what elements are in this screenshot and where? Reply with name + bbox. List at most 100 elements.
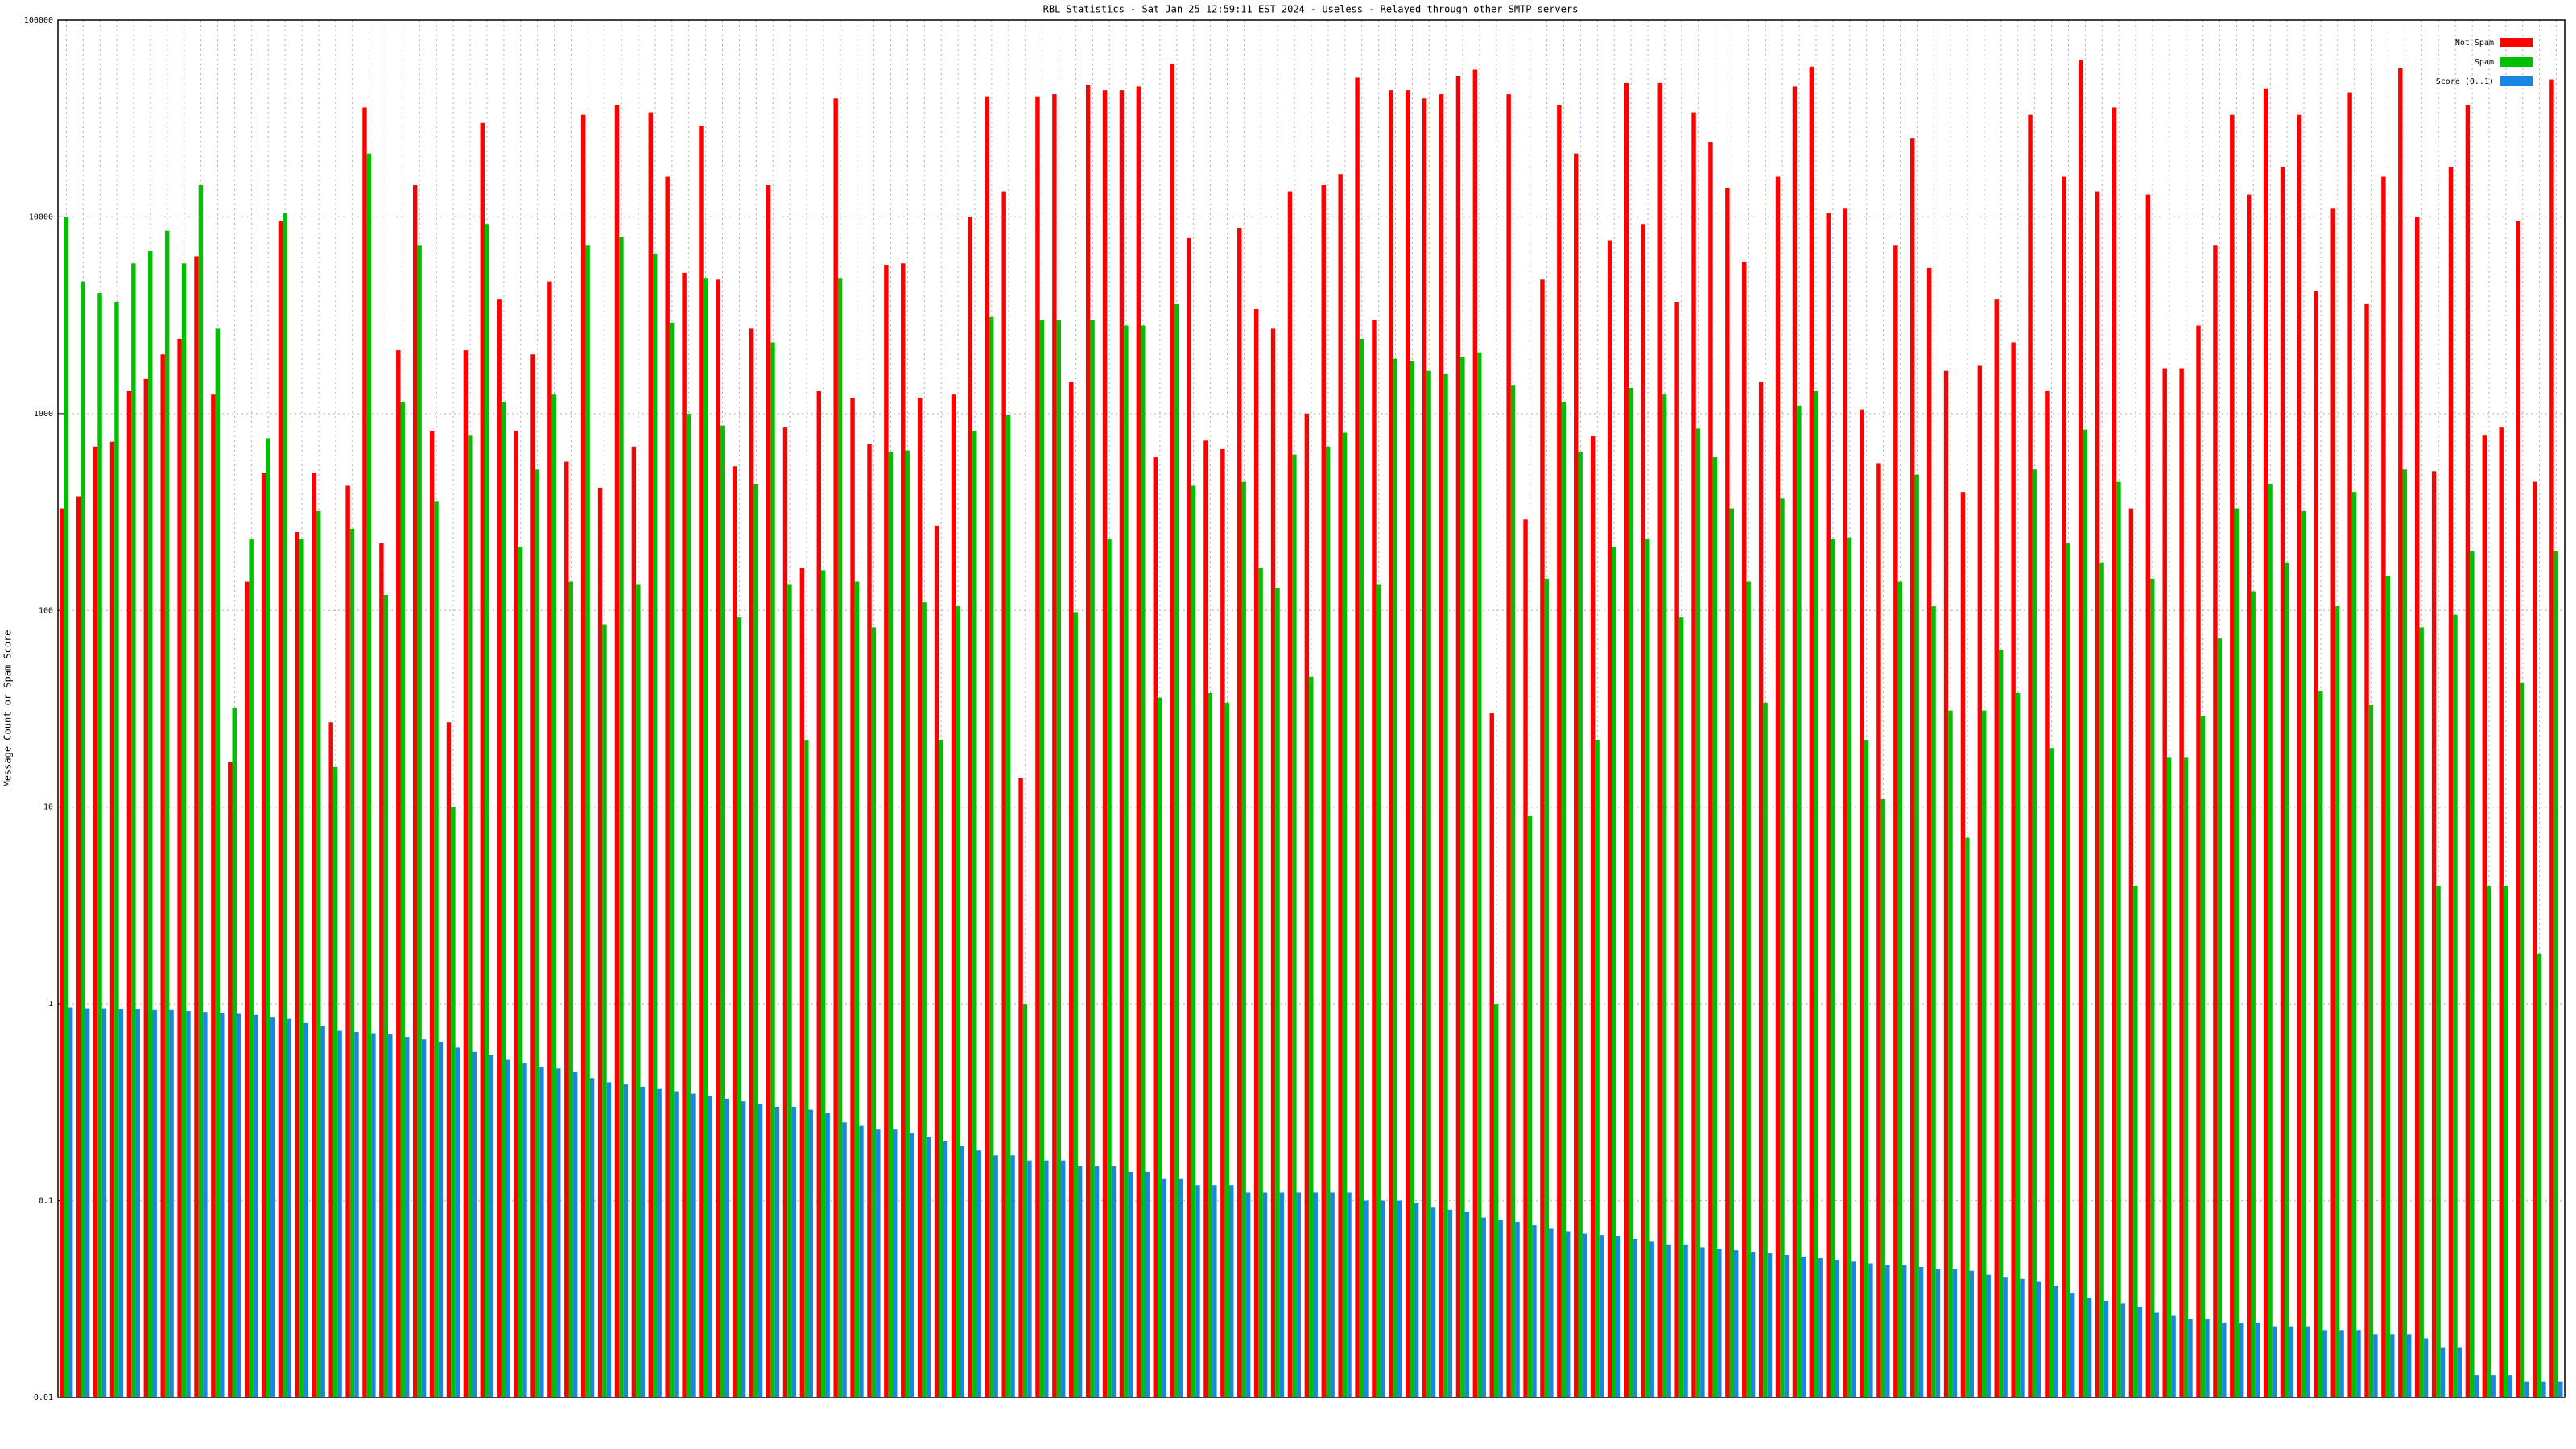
- bar: [1044, 1160, 1049, 1397]
- legend-label: Not Spam: [2455, 39, 2494, 47]
- bar: [1085, 85, 1091, 1397]
- y-tick-label: 1: [48, 1000, 53, 1009]
- bar: [2537, 953, 2542, 1397]
- bar: [1179, 1178, 1183, 1397]
- bar: [1069, 382, 1074, 1397]
- bar: [837, 278, 843, 1397]
- bar: [556, 1068, 561, 1397]
- bar: [1943, 370, 1949, 1397]
- bar: [1885, 1265, 1890, 1397]
- bar: [2347, 92, 2352, 1397]
- bar: [2213, 245, 2218, 1398]
- bar: [766, 184, 771, 1398]
- bar: [720, 425, 725, 1397]
- bar: [1780, 498, 1785, 1397]
- bar: [2520, 682, 2525, 1397]
- bar: [1960, 492, 1966, 1398]
- bar: [589, 1078, 595, 1397]
- bar: [2474, 1375, 2479, 1397]
- bar: [522, 1063, 527, 1397]
- bar: [1258, 568, 1263, 1397]
- bar: [1447, 1209, 1453, 1397]
- bar: [198, 184, 204, 1398]
- bar: [1717, 1249, 1722, 1397]
- bar: [2289, 1326, 2294, 1397]
- bar: [1612, 547, 1616, 1397]
- bar: [669, 322, 675, 1397]
- bar: [1860, 409, 1864, 1398]
- bar: [506, 1059, 510, 1397]
- bar: [2263, 88, 2268, 1397]
- bar: [1364, 1200, 1368, 1397]
- bar: [412, 184, 418, 1398]
- bar: [1695, 428, 1701, 1397]
- bar: [568, 581, 573, 1397]
- bar: [1292, 454, 1297, 1397]
- bar: [220, 1013, 225, 1397]
- legend-label: Spam: [2475, 58, 2494, 67]
- bar: [1893, 245, 1898, 1398]
- bar: [1835, 1260, 1839, 1397]
- chart-title: RBL Statistics - Sat Jan 25 12:59:11 EST…: [1043, 4, 1579, 15]
- bar: [446, 722, 452, 1397]
- bar: [825, 1113, 830, 1397]
- bar: [1304, 413, 1310, 1397]
- bar: [876, 1129, 881, 1397]
- legend-swatch: [2500, 57, 2533, 67]
- bar: [2508, 1375, 2512, 1397]
- bar: [1876, 463, 1881, 1397]
- bar: [2238, 1323, 2244, 1397]
- bar: [261, 473, 266, 1397]
- bar: [485, 224, 489, 1398]
- bar: [1359, 338, 1364, 1398]
- bar: [791, 1106, 797, 1397]
- bar: [2440, 1347, 2446, 1397]
- bar: [2066, 543, 2070, 1397]
- bar: [1439, 94, 1444, 1398]
- bar: [867, 444, 872, 1397]
- bar: [1039, 320, 1045, 1397]
- bar: [703, 278, 708, 1397]
- bar: [884, 265, 889, 1397]
- bar: [1489, 713, 1494, 1397]
- bar: [2398, 68, 2403, 1398]
- bar: [2083, 429, 2087, 1398]
- bar: [1582, 1233, 1587, 1397]
- bar: [691, 1093, 696, 1397]
- bar: [1918, 1267, 1924, 1397]
- bar: [614, 105, 620, 1398]
- bar: [2322, 1330, 2327, 1397]
- bar: [1056, 320, 1062, 1397]
- bar: [1549, 1228, 1554, 1397]
- bar: [2162, 368, 2167, 1398]
- bar: [820, 570, 826, 1397]
- bar: [1666, 1244, 1671, 1397]
- bar: [1296, 1192, 1302, 1397]
- bar: [716, 279, 720, 1398]
- bar: [943, 1141, 948, 1397]
- bar: [2356, 1330, 2361, 1397]
- bar: [1616, 1236, 1621, 1397]
- bar: [854, 581, 860, 1397]
- bar: [2128, 508, 2134, 1397]
- bar: [1914, 474, 1919, 1398]
- bar: [2314, 291, 2319, 1397]
- bar: [463, 350, 469, 1397]
- bar: [118, 1009, 124, 1397]
- bar: [1784, 1254, 1790, 1397]
- bar: [1578, 452, 1583, 1397]
- bar: [1397, 1200, 1402, 1397]
- bar: [989, 316, 994, 1398]
- bar: [951, 394, 956, 1397]
- bar: [249, 539, 254, 1397]
- bar: [232, 708, 237, 1397]
- bar: [2339, 1330, 2344, 1397]
- bar: [1758, 382, 1764, 1397]
- bar: [909, 1133, 914, 1397]
- bar: [1203, 440, 1208, 1398]
- bar: [2234, 508, 2239, 1397]
- bar: [1674, 301, 1679, 1397]
- bar: [1237, 227, 1242, 1398]
- bar: [2116, 481, 2121, 1398]
- y-tick-label: 0.1: [39, 1197, 53, 1206]
